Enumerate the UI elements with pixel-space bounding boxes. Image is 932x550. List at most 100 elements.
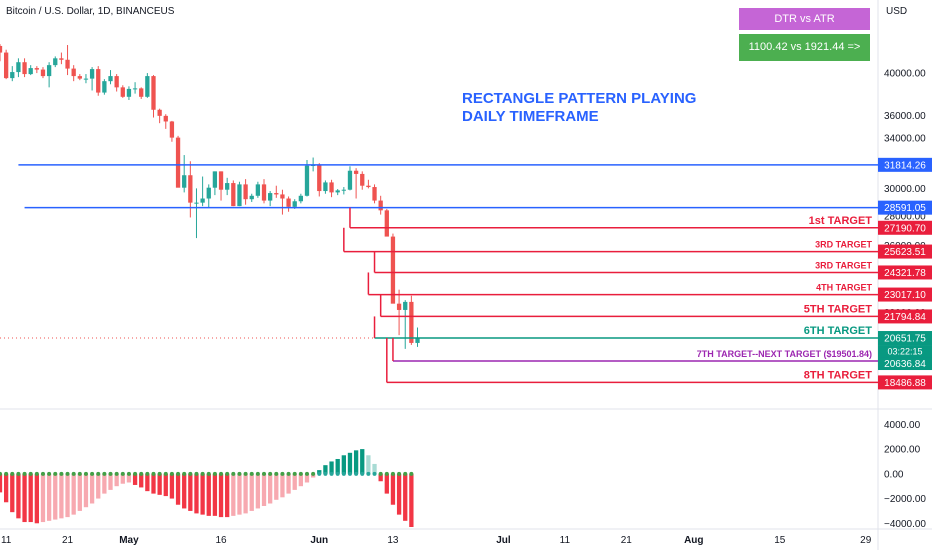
price-badge xyxy=(878,157,932,172)
signal-dot xyxy=(114,471,119,476)
signal-dot xyxy=(329,471,334,476)
candle-body xyxy=(249,195,254,200)
candle-body xyxy=(329,182,334,193)
candle-body xyxy=(96,69,101,93)
candle-body xyxy=(341,189,346,191)
histogram-bar xyxy=(396,473,402,515)
signal-dot xyxy=(59,471,64,476)
candle-body xyxy=(396,303,402,310)
histogram-bar xyxy=(10,473,15,513)
candle-body xyxy=(255,184,261,196)
histogram-bar xyxy=(28,473,33,523)
target-label: 6TH TARGET xyxy=(804,325,873,337)
last-price-label: 20636.84 xyxy=(884,359,926,370)
histogram-bar xyxy=(3,473,9,503)
histogram-bar xyxy=(16,473,21,519)
time-tick-label: 11 xyxy=(1,535,12,546)
price-tick-label: 34000.00 xyxy=(884,134,926,145)
pattern-annotation: RECTANGLE PATTERN PLAYING DAILY TIMEFRAM… xyxy=(462,90,696,126)
signal-dot xyxy=(40,471,45,476)
dtr-atr-title: DTR vs ATR xyxy=(739,8,870,30)
countdown-badge xyxy=(878,345,932,358)
signal-dot xyxy=(298,471,303,476)
signal-dot xyxy=(163,471,168,476)
signal-dot xyxy=(16,471,21,476)
histogram-bar xyxy=(132,473,138,485)
symbol-title: Bitcoin / U.S. Dollar, 1D, BINANCEUS xyxy=(6,6,175,17)
histogram-bar xyxy=(274,473,279,500)
candle-body xyxy=(353,170,359,174)
currency-label: USD xyxy=(886,6,908,17)
histogram-bar xyxy=(46,473,52,521)
signal-dot xyxy=(96,471,101,476)
candle-body xyxy=(157,109,162,116)
candle-body xyxy=(335,190,340,193)
candle-body xyxy=(71,68,76,77)
price-badge xyxy=(878,265,932,280)
signal-dot xyxy=(53,471,58,476)
signal-dot xyxy=(311,471,316,476)
histogram-bar xyxy=(157,473,162,495)
signal-dot xyxy=(347,471,352,476)
signal-dot xyxy=(341,471,346,476)
histogram-bar xyxy=(249,473,254,511)
candle-body xyxy=(182,175,187,188)
histogram-bar xyxy=(409,473,414,527)
candle-body xyxy=(372,187,377,201)
candle-body xyxy=(16,62,21,73)
signal-dot xyxy=(286,471,291,476)
time-tick-label: 21 xyxy=(621,535,633,546)
histogram-bar xyxy=(182,473,187,509)
histogram-bar xyxy=(139,473,144,488)
signal-dot xyxy=(360,471,365,476)
histogram-bar xyxy=(218,473,224,518)
signal-dot xyxy=(372,471,377,476)
time-tick-label: 13 xyxy=(387,535,399,546)
time-tick-label: 29 xyxy=(860,535,872,546)
histogram-bar xyxy=(188,473,193,511)
candle-body xyxy=(286,198,291,207)
histogram-bar xyxy=(298,473,304,487)
histogram-bar xyxy=(169,473,175,499)
candle-body xyxy=(59,58,64,60)
histogram-bar xyxy=(53,473,58,520)
signal-dot xyxy=(4,471,9,476)
histogram-bar xyxy=(65,473,70,518)
candle-body xyxy=(53,58,58,66)
time-tick-label: 11 xyxy=(560,535,571,546)
price-badge xyxy=(878,309,932,324)
signal-dot xyxy=(206,471,211,476)
signal-dot xyxy=(188,471,193,476)
time-tick-label: May xyxy=(119,535,139,546)
histogram-bar xyxy=(268,473,273,504)
price-badge-label: 23017.10 xyxy=(884,290,926,301)
signal-dot xyxy=(194,471,199,476)
candle-body xyxy=(292,201,297,207)
histogram-bar xyxy=(341,455,346,474)
time-tick-label: Jun xyxy=(310,535,328,546)
signal-dot xyxy=(151,471,156,476)
candle-body xyxy=(403,301,408,310)
candle-body xyxy=(163,115,168,122)
candle-body xyxy=(360,173,365,186)
histogram-bar xyxy=(206,473,211,516)
target-label: 1st TARGET xyxy=(809,215,873,227)
price-badge-label: 28591.05 xyxy=(884,203,926,214)
signal-dot xyxy=(212,471,217,476)
histogram-bar xyxy=(151,473,156,494)
candle-body xyxy=(237,184,242,207)
signal-dot xyxy=(397,471,402,476)
candle-body xyxy=(409,301,414,343)
time-tick-label: Aug xyxy=(684,535,703,546)
signal-dot xyxy=(280,471,285,476)
target-label: 3RD TARGET xyxy=(815,260,872,270)
candle-body xyxy=(65,59,70,69)
signal-dot xyxy=(200,471,205,476)
histogram-bar xyxy=(89,473,95,504)
candle-body xyxy=(390,236,396,304)
histogram-bar xyxy=(243,473,248,514)
candle-body xyxy=(132,88,138,90)
signal-dot xyxy=(366,471,371,476)
signal-dot xyxy=(243,471,248,476)
